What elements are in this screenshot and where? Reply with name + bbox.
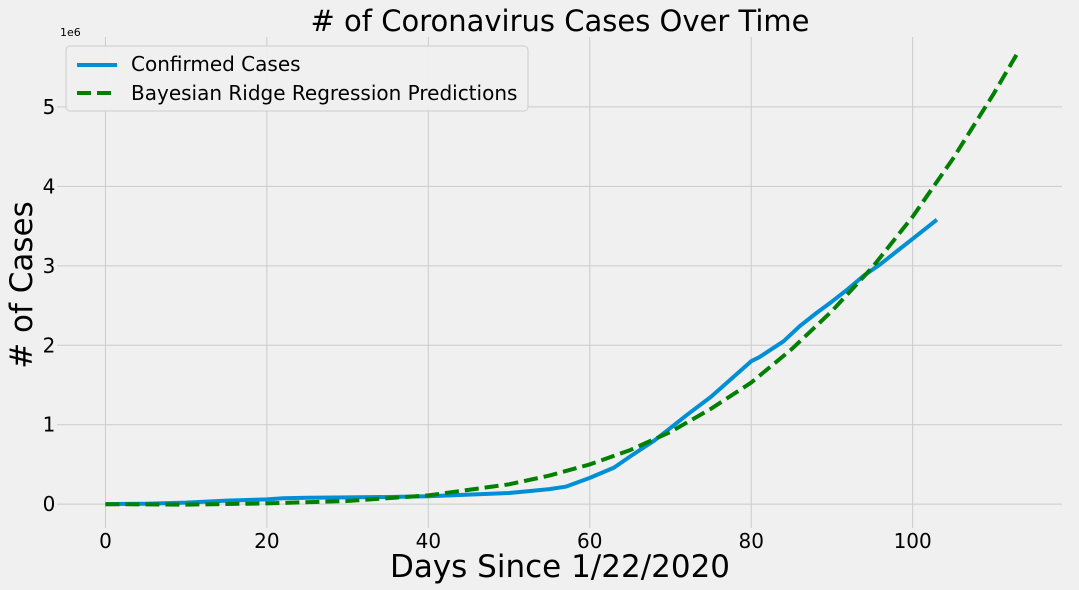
- x-axis-label: Days Since 1/22/2020: [390, 549, 730, 585]
- y-offset-label: 1e6: [60, 26, 81, 39]
- x-tick-label: 80: [738, 529, 763, 553]
- series-lines: [105, 51, 1020, 507]
- y-tick-label: 4: [43, 174, 56, 198]
- x-tick-label: 100: [894, 529, 932, 553]
- legend-label-bayesian-ridge: Bayesian Ridge Regression Predictions: [131, 81, 517, 105]
- y-tick-label: 0: [43, 492, 56, 516]
- grid-lines: [57, 37, 1062, 528]
- y-tick-label: 2: [43, 333, 56, 357]
- y-tick-labels: 0 1 2 3 4 5: [43, 95, 56, 516]
- series-line-confirmed-cases: [105, 218, 939, 507]
- x-tick-label: 40: [416, 529, 441, 553]
- x-tick-label: 60: [577, 529, 602, 553]
- x-tick-label: 0: [99, 529, 112, 553]
- series-line-bayesian-ridge-predictions: [105, 51, 1020, 507]
- chart-title: # of Coronavirus Cases Over Time: [311, 4, 810, 38]
- legend-label-confirmed-cases: Confirmed Cases: [131, 52, 301, 76]
- y-tick-label: 3: [43, 254, 56, 278]
- legend: Confirmed Cases Bayesian Ridge Regressio…: [65, 45, 529, 112]
- y-tick-label: 1: [43, 413, 56, 437]
- y-axis-label: # of Cases: [4, 201, 40, 369]
- legend-frame: [65, 45, 529, 112]
- y-tick-label: 5: [43, 95, 56, 119]
- x-tick-label: 20: [254, 529, 279, 553]
- x-tick-labels: 0 20 40 60 80 100: [99, 529, 932, 553]
